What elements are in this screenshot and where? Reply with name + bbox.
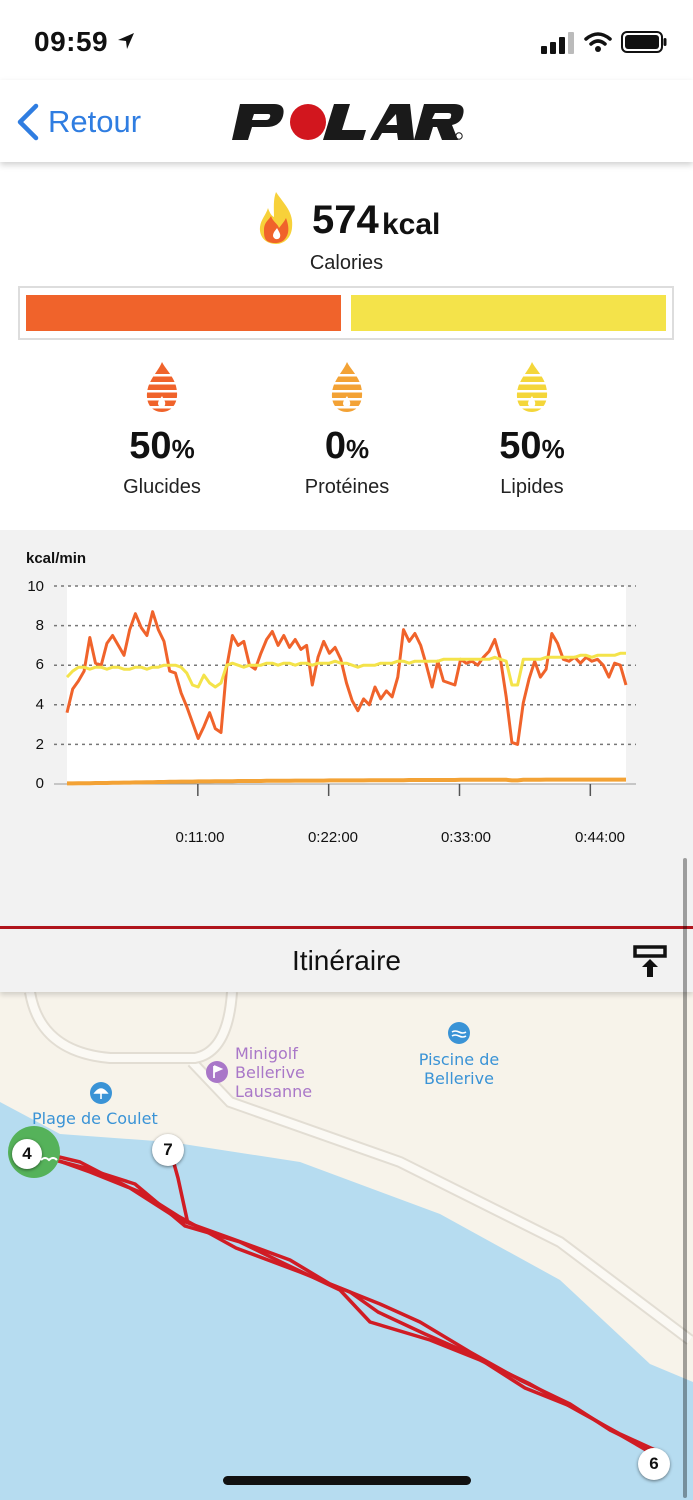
flame-icon [259, 192, 293, 244]
kcal-chart [54, 585, 636, 796]
golf-flag-icon [206, 1061, 228, 1083]
x-tick-label: 0:11:00 [175, 829, 225, 846]
route-track [29, 1141, 656, 1456]
carbs-label: Glucides [123, 476, 201, 498]
chart-y-axis-label: kcal/min [26, 550, 87, 567]
fats-label: Lipides [500, 476, 564, 498]
scroll-indicator [683, 858, 687, 1498]
series-line-1 [65, 651, 626, 689]
fat-bar-segment [351, 295, 666, 331]
route-map[interactable]: Plage de Coulet Minigolf Bellerive Lausa… [0, 992, 693, 1500]
y-tick-label: 0 [35, 775, 44, 792]
back-label: Retour [48, 104, 142, 139]
x-tick-label: 0:33:00 [440, 829, 492, 846]
y-tick-label: 4 [35, 696, 44, 713]
battery-icon [621, 31, 667, 53]
itinerary-header: Itinéraire [0, 926, 693, 992]
map-canvas [0, 992, 693, 1500]
proteins-flame-icon [327, 362, 367, 412]
carbs-percent: 50 [129, 425, 172, 467]
fats-flame-icon [512, 362, 552, 412]
fats-percent: 50 [499, 425, 542, 467]
lap-marker[interactable]: 6 [638, 1448, 670, 1480]
status-time: 09:59 [34, 26, 136, 58]
poi-plage-de-coulet: Plage de Coulet [32, 1109, 158, 1128]
y-tick-label: 8 [35, 617, 44, 634]
y-tick-label: 2 [35, 736, 44, 753]
carbs-flame-icon [142, 362, 182, 412]
road [24, 992, 238, 1064]
wifi-icon [584, 32, 612, 52]
calories-value: 574 [312, 198, 379, 242]
location-arrow-icon [118, 33, 135, 49]
series-line-2 [67, 777, 626, 786]
fats-percent-unit: % [541, 434, 565, 464]
calories-label: Calories [309, 252, 384, 274]
lake-water [0, 1102, 693, 1500]
poi-piscine: Piscine de Bellerive [418, 1050, 500, 1088]
cellular-signal-icon [541, 32, 574, 54]
swimming-icon [448, 1022, 470, 1044]
home-indicator [223, 1476, 471, 1485]
back-button[interactable]: Retour [14, 100, 154, 142]
calories-breakdown-bar [18, 286, 674, 340]
polar-logo [230, 100, 465, 144]
x-tick-label: 0:22:00 [307, 829, 359, 846]
nav-bar: Retour [0, 80, 693, 162]
proteins-percent: 0 [324, 425, 346, 467]
y-tick-label: 10 [27, 578, 44, 595]
macro-carbs: 50% Glucides [62, 360, 262, 499]
calories-unit: kcal [382, 208, 441, 241]
x-tick-label: 0:44:00 [574, 829, 626, 846]
road [189, 1059, 693, 1344]
lap-marker[interactable]: 7 [152, 1134, 184, 1166]
beach-umbrella-icon [90, 1082, 112, 1104]
chevron-left-icon [17, 103, 39, 141]
expand-map-icon[interactable] [632, 943, 668, 979]
y-tick-label: 6 [35, 656, 44, 673]
road [26, 992, 236, 1062]
series-line-0 [65, 610, 628, 746]
carbs-bar-segment [26, 295, 341, 331]
swim-start-icon [40, 1157, 58, 1162]
poi-minigolf: Minigolf Bellerive Lausanne [235, 1044, 313, 1101]
proteins-label: Protéines [304, 476, 390, 498]
macro-fats: 50% Lipides [432, 360, 632, 499]
proteins-percent-unit: % [346, 434, 370, 464]
macro-proteins: 0% Protéines [247, 360, 447, 499]
itinerary-title: Itinéraire [292, 945, 401, 976]
carbs-percent-unit: % [171, 434, 195, 464]
lap-marker[interactable]: 4 [12, 1139, 42, 1169]
